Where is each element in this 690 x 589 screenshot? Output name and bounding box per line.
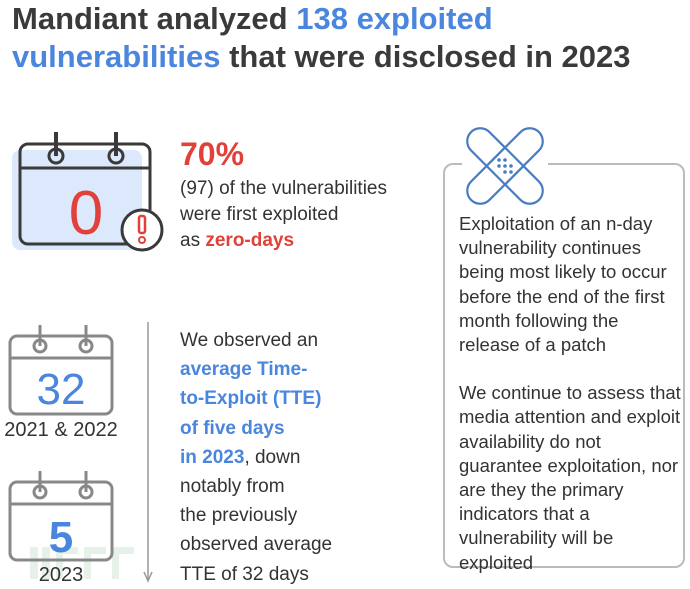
- text-line: , down: [244, 446, 301, 468]
- zero-day-percent: 70%: [180, 136, 245, 172]
- bandage-icon: [466, 127, 544, 205]
- text-line: as: [180, 230, 206, 251]
- nday-paragraph: We continue to assess that media attenti…: [459, 382, 681, 573]
- nday-box: [443, 163, 685, 568]
- title-text: Mandiant analyzed: [12, 1, 297, 36]
- calendar-32-icon: 32: [8, 325, 114, 416]
- calendar-number: 5: [49, 513, 73, 562]
- title-highlight: vulnerabilities: [12, 39, 221, 74]
- tte-highlight: of five days: [180, 417, 285, 439]
- tte-highlight: to-Exploit (TTE): [180, 388, 322, 410]
- nday-paragraph: Exploitation of an n-day vulnerability c…: [459, 213, 667, 356]
- tte-text: We observed an average Time- to-Exploit …: [180, 326, 332, 589]
- text-line: notably from: [180, 476, 285, 498]
- zero-day-text: (97) of the vulnerabilities were first e…: [180, 176, 387, 254]
- title-text: that were disclosed in 2023: [220, 39, 631, 74]
- tte-highlight: in 2023: [180, 446, 245, 468]
- title-highlight: 138 exploited: [296, 1, 493, 36]
- text-line: TTE of 32 days: [180, 563, 309, 585]
- timeline-arrow-icon: [143, 322, 153, 583]
- watermark-graphic: [30, 547, 134, 579]
- tte-highlight: average Time-: [180, 359, 308, 381]
- calendar-5-icon: 5: [8, 471, 114, 562]
- calendar-32-label: 2021 & 2022: [4, 419, 118, 441]
- text-line: We observed an: [180, 330, 319, 351]
- text-line: observed average: [180, 534, 333, 556]
- calendar-5-label: 2023: [38, 564, 84, 586]
- zero-days-highlight: zero-days: [205, 230, 295, 251]
- text-line: the previously: [180, 505, 298, 527]
- text-line: were first exploited: [180, 204, 339, 225]
- text-line: (97) of the vulnerabilities: [180, 178, 387, 199]
- zero-day-calendar-icon: 0: [12, 132, 164, 252]
- page-title: Mandiant analyzed 138 exploited vulnerab…: [12, 0, 631, 76]
- nday-text: Exploitation of an n-day vulnerability c…: [459, 212, 684, 575]
- calendar-number: 32: [37, 365, 86, 414]
- bandage-icon-bg: [462, 126, 548, 206]
- calendar-number: 0: [69, 179, 103, 248]
